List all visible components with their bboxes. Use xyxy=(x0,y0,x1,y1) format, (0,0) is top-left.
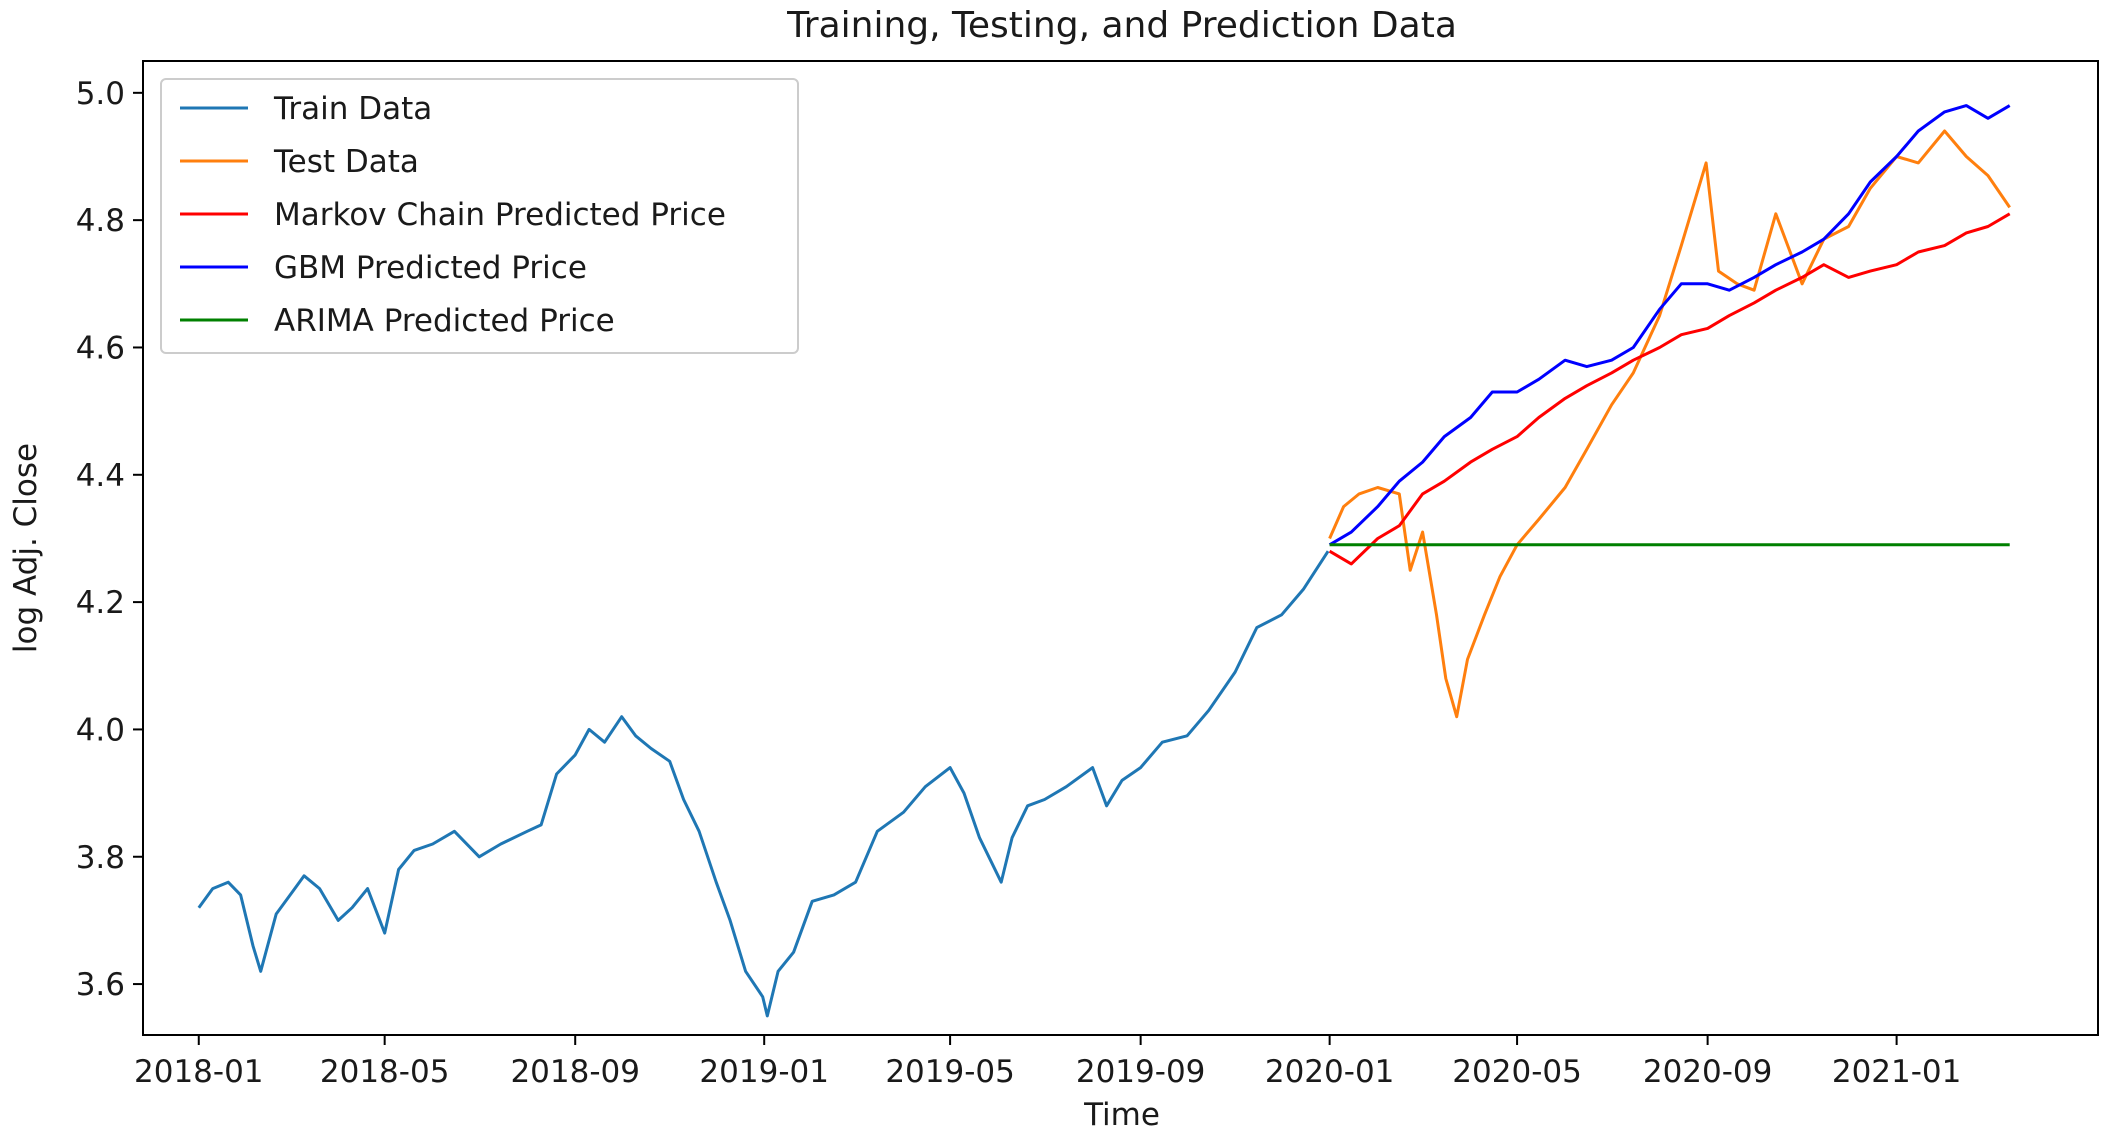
x-tick-label: 2018-09 xyxy=(510,1054,640,1090)
legend-label-arima-predicted-price: ARIMA Predicted Price xyxy=(274,303,615,339)
y-tick-label: 4.2 xyxy=(76,585,125,621)
y-axis-label: log Adj. Close xyxy=(8,443,44,653)
legend-label-markov-chain-predicted-price: Markov Chain Predicted Price xyxy=(274,197,726,233)
x-tick-label: 2018-05 xyxy=(320,1054,450,1090)
series-line-train-data xyxy=(197,550,1330,1018)
x-axis-label: Time xyxy=(1083,1097,1160,1132)
x-tick-label: 2021-01 xyxy=(1832,1054,1962,1090)
series-line-markov-chain-predicted-price xyxy=(1328,212,2011,566)
y-tick-label: 3.8 xyxy=(76,840,125,876)
x-tick-label: 2019-01 xyxy=(699,1054,829,1090)
y-tick-label: 4.8 xyxy=(76,203,125,239)
y-tick-label: 4.0 xyxy=(76,712,125,748)
y-tick-label: 5.0 xyxy=(76,76,125,112)
x-tick-label: 2020-05 xyxy=(1452,1054,1582,1090)
legend-label-gbm-predicted-price: GBM Predicted Price xyxy=(274,250,587,286)
legend-label-train-data: Train Data xyxy=(273,91,432,127)
x-tick-label: 2018-01 xyxy=(134,1054,264,1090)
series-line-test-data xyxy=(1328,129,2011,719)
x-tick-label: 2020-01 xyxy=(1265,1054,1395,1090)
chart-title: Training, Testing, and Prediction Data xyxy=(786,5,1457,46)
y-tick-label: 4.6 xyxy=(76,330,125,366)
series-line-gbm-predicted-price xyxy=(1328,104,2011,547)
legend-label-test-data: Test Data xyxy=(273,144,419,180)
x-tick-label: 2020-09 xyxy=(1643,1054,1773,1090)
legend: Train Data Test Data Markov Chain Predicte… xyxy=(160,78,799,354)
x-tick-label: 2019-05 xyxy=(885,1054,1015,1090)
x-axis: 2018-01 2018-05 2018-09 2019-01 2019-05 2019-… xyxy=(134,1035,1961,1090)
series-layer xyxy=(197,104,2011,1018)
y-tick-label: 4.4 xyxy=(76,458,125,494)
y-tick-label: 3.6 xyxy=(76,967,125,1003)
y-axis: 3.6 3.8 4.0 4.2 4.4 4.6 4.8 5.0 xyxy=(76,76,143,1003)
x-tick-label: 2019-09 xyxy=(1076,1054,1206,1090)
legend-box xyxy=(160,78,799,354)
